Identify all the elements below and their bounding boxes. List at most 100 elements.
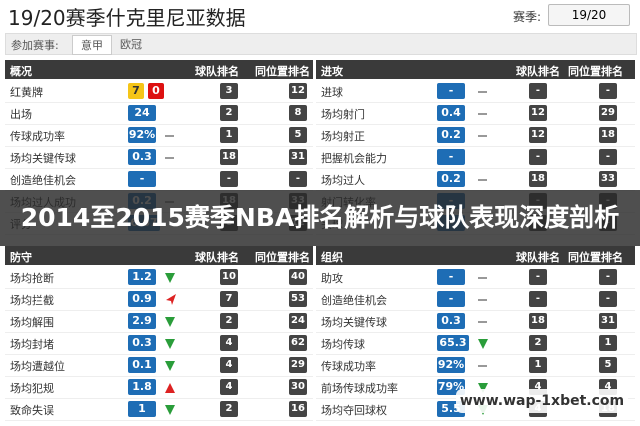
team-rank: 7	[220, 291, 238, 307]
panel-header: 防守 球队排名 同位置排名	[5, 246, 313, 265]
trend-icon	[478, 315, 490, 331]
stat-label: 场均封堵	[10, 338, 54, 351]
stat-value: 92%	[128, 127, 156, 143]
trend-icon	[165, 151, 177, 167]
stat-row: 场均关键传球 0.3 18 31	[316, 310, 635, 333]
tab[interactable]: 欧冠	[120, 38, 142, 51]
red-card: 0	[148, 83, 164, 99]
position-rank: 30	[289, 379, 307, 395]
trend-icon	[165, 129, 177, 145]
header-text: 组织	[321, 251, 343, 264]
stat-value: -	[437, 291, 465, 307]
season-label: 赛季:	[513, 10, 542, 24]
trend-icon	[478, 293, 490, 309]
panel-header: 进攻 球队排名 同位置排名	[316, 60, 635, 79]
stat-label: 场均犯规	[10, 382, 54, 395]
header-text: 同位置排名	[568, 65, 623, 78]
season-select[interactable]: 19/20	[548, 4, 630, 26]
trend-icon	[165, 403, 177, 419]
header-text: 球队排名	[516, 65, 560, 78]
trend-icon-svg	[165, 135, 174, 137]
trend-icon	[478, 271, 490, 287]
stat-row: 场均解围 2.9 2 24	[5, 310, 313, 333]
position-rank: 8	[289, 105, 307, 121]
stat-row: 把握机会能力 - - -	[316, 146, 635, 169]
stat-row: 场均拦截 0.9 7 53	[5, 288, 313, 311]
position-rank: 12	[289, 83, 307, 99]
stat-value: 0.2	[437, 127, 465, 143]
team-rank: 12	[529, 127, 547, 143]
position-rank: 31	[289, 149, 307, 165]
trend-icon-svg	[165, 273, 175, 283]
trend-icon-svg	[165, 157, 174, 159]
stat-label: 出场	[10, 108, 32, 121]
stat-row: 致命失误 1 2 16	[5, 398, 313, 421]
stat-row: 红黄牌 7 0 3 12	[5, 80, 313, 103]
tab-bar: 参加赛事: 意甲 欧冠	[5, 33, 637, 55]
team-rank: 2	[220, 401, 238, 417]
tab[interactable]: 意甲	[72, 35, 112, 55]
trend-icon	[478, 173, 490, 189]
stat-row: 场均射正 0.2 12 18	[316, 124, 635, 147]
trend-icon-svg	[165, 339, 175, 349]
header-text: 同位置排名	[568, 251, 623, 264]
trend-icon	[478, 129, 490, 145]
stat-value: 1.2	[128, 269, 156, 285]
trend-icon-svg	[165, 405, 175, 415]
stat-label: 场均拦截	[10, 294, 54, 307]
team-rank: 2	[529, 335, 547, 351]
stat-value: 0.3	[128, 149, 156, 165]
stat-label: 传球成功率	[10, 130, 65, 143]
team-rank: 10	[220, 269, 238, 285]
trend-icon	[165, 293, 177, 309]
team-rank: 4	[220, 357, 238, 373]
stat-value: -	[437, 269, 465, 285]
team-rank: 4	[220, 335, 238, 351]
stat-label: 创造绝佳机会	[10, 174, 76, 187]
position-rank: 5	[599, 357, 617, 373]
stat-row: 传球成功率 92% 1 5	[5, 124, 313, 147]
position-rank: 24	[289, 313, 307, 329]
stat-value: 65.3	[437, 335, 469, 351]
stat-row: 场均抢断 1.2 10 40	[5, 266, 313, 289]
trend-icon-svg	[478, 339, 488, 349]
header-text: 球队排名	[195, 251, 239, 264]
position-rank: -	[599, 149, 617, 165]
header-text: 同位置排名	[255, 65, 310, 78]
trend-icon-svg	[478, 383, 488, 393]
team-rank: 18	[529, 171, 547, 187]
stat-row: 创造绝佳机会 - - -	[316, 288, 635, 311]
stat-label: 场均解围	[10, 316, 54, 329]
header-text: 概况	[10, 65, 32, 78]
team-rank: 2	[220, 105, 238, 121]
trend-icon-svg	[478, 135, 487, 137]
stat-label: 红黄牌	[10, 86, 43, 99]
stat-value: 1	[128, 401, 156, 417]
stat-label: 助攻	[321, 272, 343, 285]
team-rank: 3	[220, 83, 238, 99]
stat-value: 0.4	[437, 105, 465, 121]
team-rank: 1	[529, 357, 547, 373]
team-rank: -	[529, 291, 547, 307]
trend-icon	[478, 381, 490, 397]
header-text: 球队排名	[195, 65, 239, 78]
trend-icon	[478, 85, 490, 101]
trend-icon-svg	[478, 299, 487, 301]
position-rank: 31	[599, 313, 617, 329]
trend-icon	[478, 107, 490, 123]
stat-label: 场均关键传球	[10, 152, 76, 165]
stat-label: 场均传球	[321, 338, 365, 351]
stat-label: 场均射门	[321, 108, 365, 121]
watermark: www.wap-1xbet.com	[456, 389, 628, 413]
stat-label: 场均遭越位	[10, 360, 65, 373]
stat-value: 24	[128, 105, 156, 121]
trend-icon-svg	[165, 317, 175, 327]
stat-value: 0.3	[128, 335, 156, 351]
position-rank: 29	[289, 357, 307, 373]
trend-icon-svg	[478, 277, 487, 279]
stat-value: 0.2	[437, 171, 465, 187]
stat-label: 前场传球成功率	[321, 382, 398, 395]
stat-row: 传球成功率 92% 1 5	[316, 354, 635, 377]
position-rank: -	[599, 291, 617, 307]
position-rank: 16	[289, 401, 307, 417]
